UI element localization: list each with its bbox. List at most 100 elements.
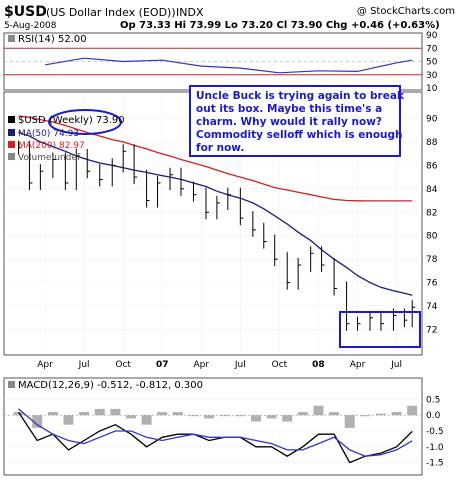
ma50-line bbox=[18, 131, 413, 296]
macd-histogram-bar bbox=[266, 415, 277, 419]
macd-histogram-bar bbox=[204, 415, 215, 419]
chart-symbol-name: (US Dollar Index (EOD)) bbox=[46, 6, 176, 19]
macd-histogram-bar bbox=[32, 415, 43, 428]
macd-tick-label: -0.5 bbox=[426, 427, 444, 437]
annotation-text: Uncle Buck is trying again to break out i… bbox=[196, 90, 405, 154]
x-axis-label: Apr bbox=[37, 360, 53, 370]
highlight-circle bbox=[48, 109, 122, 135]
annotation-line: out its box. Maybe this time's a bbox=[196, 103, 382, 115]
price-tick-label: 84 bbox=[426, 185, 438, 195]
price-panel: 72 74 76 78 80 82 84 86 88 90 $USD (Weekly) 73.90… bbox=[3, 85, 438, 356]
macd-histogram-bar bbox=[235, 415, 246, 417]
price-tick-label: 72 bbox=[426, 326, 437, 336]
rsi-tick-label: 50 bbox=[426, 58, 438, 68]
macd-histogram-bar bbox=[407, 405, 418, 416]
annotation-line: Commodity selloff which is enough bbox=[196, 129, 403, 141]
price-tick-label: 82 bbox=[426, 208, 437, 218]
x-axis-label: 07 bbox=[156, 360, 169, 370]
rsi-tick-label: 10 bbox=[426, 84, 438, 94]
legend-usd: $USD (Weekly) 73.90 bbox=[18, 115, 125, 126]
price-axis: 72 74 76 78 80 82 84 86 88 90 bbox=[426, 114, 438, 335]
rsi-line bbox=[44, 57, 413, 74]
macd-histogram-bar bbox=[172, 412, 183, 416]
macd-panel-frame bbox=[3, 377, 423, 476]
price-tick-label: 76 bbox=[426, 279, 438, 289]
x-axis-label: Oct bbox=[272, 360, 288, 370]
macd-tick-label: -1.5 bbox=[426, 459, 444, 469]
legend-swatch-usd bbox=[8, 116, 15, 123]
legend-swatch-ma50 bbox=[8, 129, 15, 136]
annotation-line: charm. Why would it rally now? bbox=[196, 116, 382, 128]
macd-histogram-bar bbox=[79, 412, 90, 416]
rsi-grid bbox=[4, 47, 422, 76]
price-tick-label: 90 bbox=[426, 114, 438, 124]
macd-tick-label: 0.0 bbox=[426, 411, 441, 421]
chart-symbol: $USD bbox=[4, 4, 47, 20]
macd-tick-label: -1.0 bbox=[426, 443, 444, 453]
macd-histogram-bar bbox=[329, 412, 340, 416]
chart-exchange: INDX bbox=[176, 6, 204, 19]
macd-histogram-bar bbox=[63, 415, 74, 425]
rsi-tick-label: 90 bbox=[426, 31, 438, 41]
price-legend: $USD (Weekly) 73.90 MA(50) 74.93 MA(200)… bbox=[8, 115, 125, 163]
trading-range-box bbox=[339, 311, 421, 348]
watermark: @ StockCharts.com bbox=[357, 6, 455, 17]
macd-histogram-bar bbox=[297, 412, 308, 416]
macd-histogram-bar bbox=[47, 412, 58, 416]
legend-ma200: MA(200) 82.97 bbox=[18, 141, 85, 151]
price-tick-label: 88 bbox=[426, 138, 438, 148]
price-tick-label: 74 bbox=[426, 302, 438, 312]
macd-line bbox=[17, 411, 413, 464]
macd-histogram-bar bbox=[360, 415, 371, 417]
macd-histogram-bar bbox=[250, 415, 261, 422]
price-tick-label: 80 bbox=[426, 232, 438, 242]
macd-histogram bbox=[13, 405, 418, 428]
x-axis-label: 08 bbox=[312, 360, 325, 370]
price-bars bbox=[17, 140, 416, 331]
macd-histogram-bar bbox=[94, 408, 105, 416]
legend-ma50: MA(50) 74.93 bbox=[18, 129, 79, 139]
x-axis-label: Jul bbox=[234, 360, 246, 370]
macd-histogram-bar bbox=[110, 408, 121, 416]
macd-histogram-bar bbox=[313, 405, 324, 416]
x-axis-label: Jul bbox=[78, 360, 90, 370]
price-tick-label: 78 bbox=[426, 255, 438, 265]
annotation-line: for now. bbox=[196, 142, 244, 154]
legend-swatch-volume bbox=[8, 153, 15, 160]
macd-histogram-bar bbox=[375, 413, 386, 416]
x-axis-label: Apr bbox=[193, 360, 209, 370]
macd-histogram-bar bbox=[219, 415, 230, 417]
legend-volume: Volume undef bbox=[18, 153, 81, 163]
rsi-label: RSI(14) 52.00 bbox=[18, 34, 87, 45]
chart-date: 5-Aug-2008 bbox=[4, 21, 57, 31]
macd-label: MACD(12,26,9) -0.512, -0.812, 0.300 bbox=[18, 380, 203, 391]
macd-histogram-bar bbox=[188, 415, 199, 417]
signal-line bbox=[18, 408, 413, 457]
rsi-axis: 90 70 50 30 10 bbox=[426, 31, 438, 94]
macd-histogram-bar bbox=[391, 412, 402, 416]
macd-histogram-bar bbox=[125, 415, 136, 419]
annotation-line: Uncle Buck is trying again to break bbox=[196, 90, 405, 102]
rsi-tick-label: 30 bbox=[426, 71, 438, 81]
x-axis-label: Apr bbox=[350, 360, 366, 370]
macd-panel: 0.5 0.0 -0.5 -1.0 -1.5 MACD(12,26,9) -0.512,… bbox=[3, 377, 444, 476]
price-tick-label: 86 bbox=[426, 161, 438, 171]
rsi-panel: 90 70 50 30 10 RSI(14) 52.00 bbox=[3, 31, 438, 94]
macd-histogram-bar bbox=[13, 412, 24, 416]
macd-histogram-bar bbox=[157, 412, 168, 416]
macd-histogram-bar bbox=[141, 415, 152, 425]
macd-legend-swatch bbox=[8, 381, 15, 388]
ma200-line bbox=[18, 115, 413, 202]
rsi-tick-label: 70 bbox=[426, 44, 438, 54]
x-axis-label: Jul bbox=[390, 360, 402, 370]
macd-histogram-bar bbox=[282, 415, 293, 422]
annotation-box bbox=[189, 85, 401, 157]
x-axis-labels: Apr Jul Oct 07 Apr Jul Oct 08 Apr Jul bbox=[37, 360, 402, 370]
legend-swatch-ma200 bbox=[8, 141, 15, 148]
macd-tick-label: 0.5 bbox=[426, 395, 440, 405]
rsi-legend-swatch bbox=[8, 35, 15, 42]
macd-histogram-bar bbox=[344, 415, 355, 428]
x-axis-label: Oct bbox=[115, 360, 131, 370]
macd-axis: 0.5 0.0 -0.5 -1.0 -1.5 bbox=[426, 395, 444, 468]
